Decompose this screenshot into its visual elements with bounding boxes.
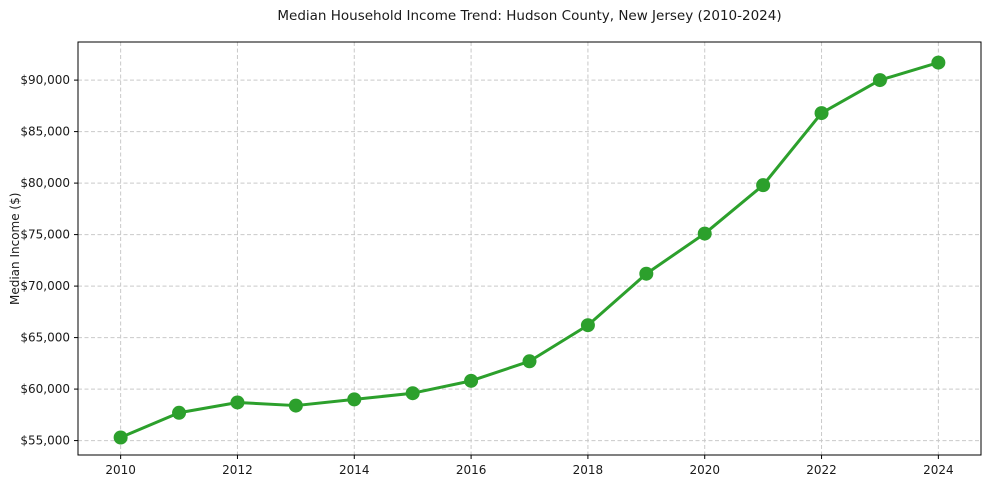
data-point-2023 bbox=[872, 73, 887, 88]
data-point-2012 bbox=[230, 395, 245, 410]
y-tick-label: $65,000 bbox=[20, 331, 70, 345]
data-point-2016 bbox=[464, 373, 479, 388]
x-tick-label: 2010 bbox=[105, 463, 136, 477]
x-tick-label: 2024 bbox=[923, 463, 954, 477]
data-point-2010 bbox=[113, 430, 128, 445]
y-tick-label: $60,000 bbox=[20, 382, 70, 396]
y-tick-label: $75,000 bbox=[20, 228, 70, 242]
plot-border bbox=[77, 41, 982, 456]
x-tick-label: 2022 bbox=[806, 463, 837, 477]
data-point-2019 bbox=[639, 266, 654, 281]
data-point-2011 bbox=[172, 405, 187, 420]
data-point-2020 bbox=[697, 226, 712, 241]
x-tick-label: 2018 bbox=[573, 463, 604, 477]
x-tick-label: 2020 bbox=[689, 463, 720, 477]
data-point-2013 bbox=[288, 398, 303, 413]
y-tick-label: $90,000 bbox=[20, 73, 70, 87]
data-point-2015 bbox=[405, 386, 420, 401]
x-tick-label: 2014 bbox=[339, 463, 370, 477]
data-point-2017 bbox=[522, 354, 537, 369]
data-point-2018 bbox=[580, 318, 595, 333]
data-point-2014 bbox=[347, 392, 362, 407]
income-trend-line bbox=[119, 61, 940, 439]
chart-title: Median Household Income Trend: Hudson Co… bbox=[277, 8, 782, 24]
y-tick-label: $80,000 bbox=[20, 176, 70, 190]
y-tick-label: $70,000 bbox=[20, 279, 70, 293]
y-tick-label: $55,000 bbox=[20, 434, 70, 448]
x-tick-label: 2012 bbox=[222, 463, 253, 477]
y-tick-label: $85,000 bbox=[20, 125, 70, 139]
data-point-2022 bbox=[814, 106, 829, 121]
data-point-2021 bbox=[756, 178, 771, 193]
data-point-2024 bbox=[931, 55, 946, 70]
x-tick-label: 2016 bbox=[456, 463, 487, 477]
